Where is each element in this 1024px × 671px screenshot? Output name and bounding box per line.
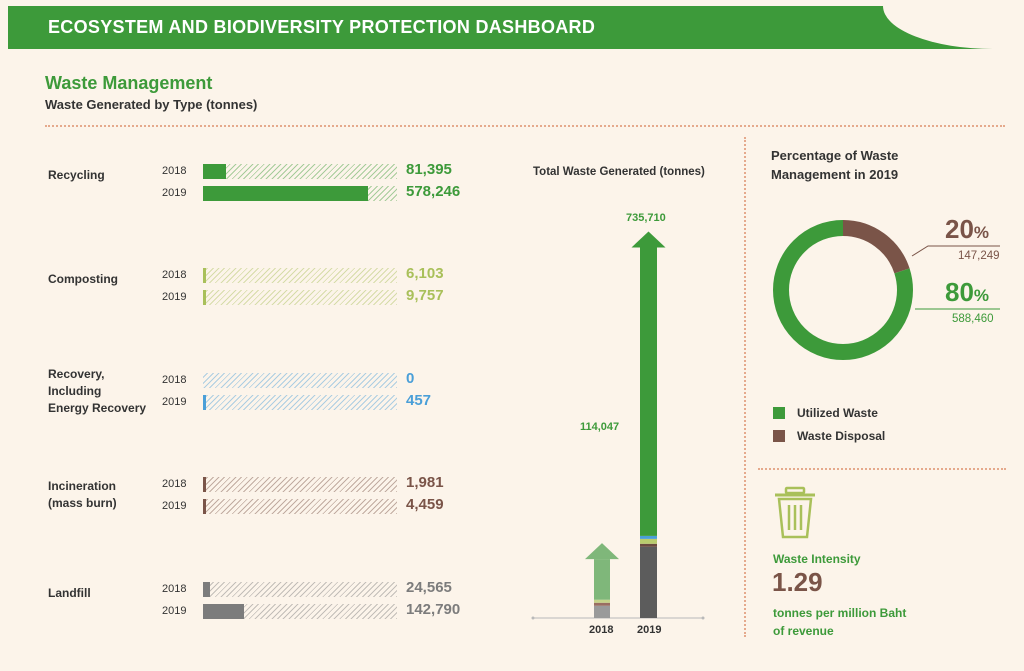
- bar-track: [203, 290, 397, 305]
- category-label-composting: Composting: [48, 272, 118, 286]
- legend-utilized: Utilized Waste: [797, 406, 878, 420]
- divider-top: [45, 125, 1005, 127]
- donut-slice: [773, 220, 913, 360]
- legend-swatch-disposal: [773, 430, 785, 442]
- category-label-recovery: Recovery, Including Energy Recovery: [48, 366, 146, 417]
- bar: [203, 582, 210, 597]
- total-chart-title: Total Waste Generated (tonnes): [533, 166, 705, 178]
- category-label-line: Incineration: [48, 479, 117, 493]
- bar: [203, 268, 206, 283]
- category-label-recycling: Recycling: [48, 168, 105, 182]
- bar: [203, 164, 227, 179]
- arrow-head: [585, 543, 619, 560]
- legend-disposal: Waste Disposal: [797, 429, 886, 443]
- stack-segment: [594, 602, 610, 606]
- stack-segment: [594, 559, 610, 600]
- legend-swatch-utilized: [773, 407, 785, 419]
- disposal-percent: 20%: [945, 214, 989, 245]
- year-label: 2018: [162, 583, 187, 595]
- bar-track: [203, 499, 397, 514]
- bar-value-label: 1,981: [406, 474, 444, 491]
- bar-track: [203, 268, 397, 283]
- bar-track: [203, 373, 397, 388]
- stack-segment: [640, 543, 657, 547]
- bar-track: [203, 164, 397, 179]
- bar-value-label: 6,103: [406, 265, 444, 282]
- percent-sign: %: [973, 286, 990, 305]
- bar-value-label: 81,395: [406, 161, 452, 178]
- bar: [203, 477, 206, 492]
- bar-value-label: 0: [406, 370, 415, 387]
- year-label: 2018: [162, 165, 187, 177]
- year-label: 2018: [162, 478, 187, 490]
- bar: [203, 395, 206, 410]
- year-label: 2019: [162, 605, 187, 617]
- disposal-value: 147,249: [958, 250, 1000, 262]
- bar-track: [203, 604, 397, 619]
- year-label: 2019: [162, 396, 187, 408]
- bar-value-label: 9,757: [406, 287, 444, 304]
- stack-segment: [640, 247, 657, 536]
- total-label-2019: 735,710: [626, 212, 666, 224]
- category-label-line: Including: [48, 384, 102, 398]
- x-tick-2018: 2018: [589, 624, 614, 636]
- donut-title-line: Percentage of Waste: [771, 148, 899, 163]
- bar-track: [203, 186, 397, 201]
- intensity-unit: tonnes per million Baht of revenue: [773, 604, 943, 640]
- stack-segment: [594, 605, 610, 618]
- bar-value-label: 142,790: [406, 601, 461, 618]
- arrow-head: [631, 231, 666, 248]
- disposal-percent-number: 20: [945, 214, 974, 244]
- donut-slice: [773, 220, 913, 360]
- divider-right: [758, 468, 1006, 470]
- dashboard-title: ECOSYSTEM AND BIODIVERSITY PROTECTION DA…: [48, 17, 596, 37]
- category-label-line: (mass burn): [48, 496, 117, 510]
- x-tick-2019: 2019: [637, 624, 662, 636]
- donut-title-line: Management in 2019: [771, 167, 899, 182]
- percent-sign: %: [973, 223, 990, 242]
- utilized-value: 588,460: [952, 313, 994, 325]
- intensity-unit-line: of revenue: [773, 624, 834, 638]
- header-banner: ECOSYSTEM AND BIODIVERSITY PROTECTION DA…: [8, 6, 993, 49]
- stack-segment: [640, 538, 657, 544]
- category-label-line: Energy Recovery: [48, 401, 147, 415]
- utilized-percent-number: 80: [945, 277, 974, 307]
- bar-value-label: 24,565: [406, 579, 452, 596]
- bar-value-label: 457: [406, 392, 432, 409]
- intensity-label: Waste Intensity: [773, 552, 861, 566]
- trash-bin-icon: [775, 486, 815, 539]
- category-label-landfill: Landfill: [48, 586, 91, 600]
- year-label: 2019: [162, 187, 187, 199]
- stack-segment: [640, 535, 657, 539]
- category-label-line: Recovery,: [48, 367, 105, 381]
- year-label: 2018: [162, 374, 187, 386]
- bar-value-label: 4,459: [406, 496, 444, 513]
- bar: [203, 186, 368, 201]
- stack-segment: [594, 599, 610, 603]
- axis-end: [531, 616, 535, 620]
- bar: [203, 604, 244, 619]
- section-subtitle: Waste Generated by Type (tonnes): [45, 97, 258, 112]
- divider-vertical: [744, 137, 746, 637]
- intensity-unit-line: tonnes per million Baht: [773, 606, 907, 620]
- year-label: 2019: [162, 291, 187, 303]
- axis-end: [701, 616, 705, 620]
- donut-title: Percentage of Waste Management in 2019: [771, 146, 898, 184]
- year-label: 2019: [162, 500, 187, 512]
- year-label: 2018: [162, 269, 187, 281]
- intensity-value: 1.29: [772, 567, 823, 597]
- total-label-2018: 114,047: [580, 421, 620, 433]
- bar-value-label: 578,246: [406, 183, 461, 200]
- bar-track: [203, 395, 397, 410]
- bar: [203, 499, 206, 514]
- bar-track: [203, 477, 397, 492]
- section-title: Waste Management: [45, 73, 213, 93]
- bar-track: [203, 582, 397, 597]
- stack-segment: [640, 546, 657, 618]
- utilized-percent: 80%: [945, 277, 989, 308]
- category-label-incineration: Incineration (mass burn): [48, 478, 117, 512]
- bar: [203, 290, 206, 305]
